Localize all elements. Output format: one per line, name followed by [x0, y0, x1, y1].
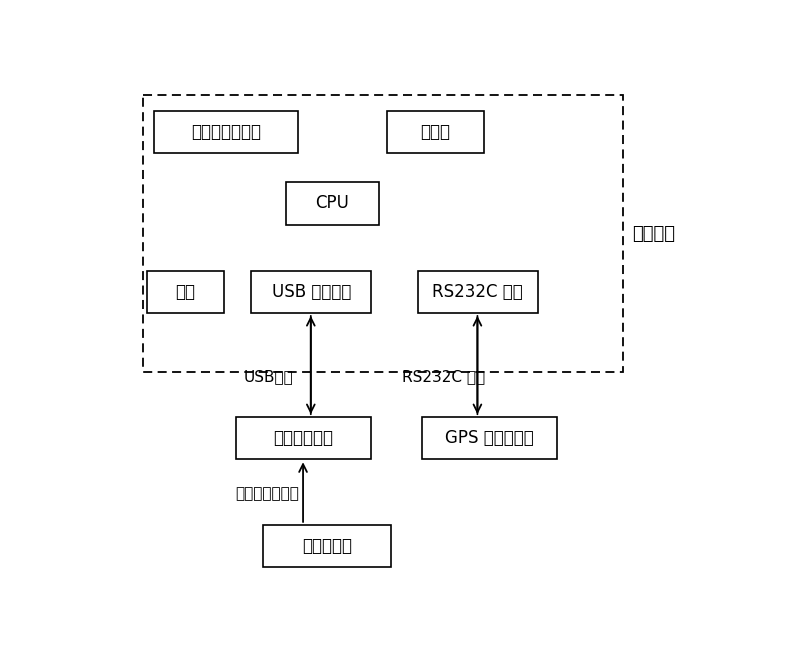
Text: USB 主机接口: USB 主机接口: [271, 283, 351, 301]
Text: 压力传感器电缆: 压力传感器电缆: [236, 486, 299, 501]
Text: 智能主机: 智能主机: [633, 225, 675, 243]
Text: GPS 接收机模块: GPS 接收机模块: [445, 429, 534, 447]
Bar: [418, 271, 538, 313]
Bar: [146, 271, 224, 313]
Text: 数据采集模块: 数据采集模块: [274, 429, 334, 447]
Bar: [236, 417, 371, 460]
Text: 键盘: 键盘: [175, 283, 195, 301]
Text: RS232C 电缆: RS232C 电缆: [402, 370, 486, 385]
Text: CPU: CPU: [315, 194, 350, 213]
Bar: [286, 182, 379, 224]
Bar: [262, 525, 390, 567]
Text: 压力传感器: 压力传感器: [302, 537, 352, 555]
Text: RS232C 接口: RS232C 接口: [433, 283, 523, 301]
Bar: [154, 111, 298, 153]
Bar: [142, 95, 623, 372]
Text: 彩色液晶显示屏: 彩色液晶显示屏: [191, 123, 261, 141]
Bar: [422, 417, 558, 460]
Text: USB电缆: USB电缆: [243, 370, 293, 385]
Bar: [251, 271, 371, 313]
Bar: [386, 111, 484, 153]
Text: 触摸屏: 触摸屏: [420, 123, 450, 141]
